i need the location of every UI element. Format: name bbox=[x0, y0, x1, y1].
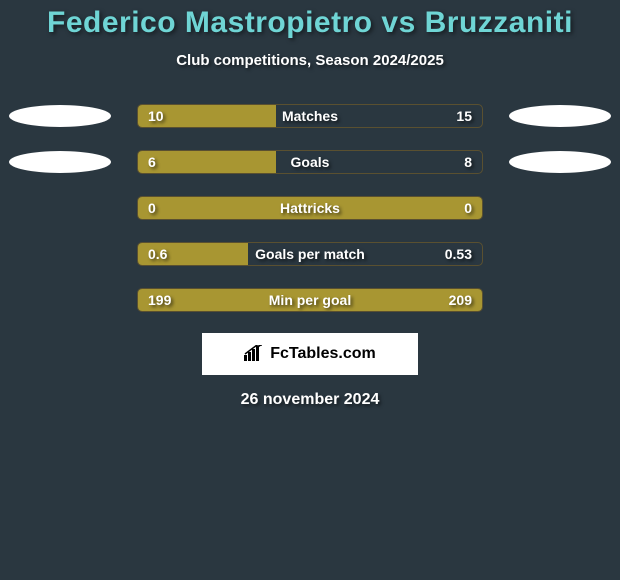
stat-row: Hattricks0 0 bbox=[0, 195, 620, 221]
stat-bar: Hattricks0 0 bbox=[137, 196, 483, 220]
stat-value-right: 0.53 bbox=[445, 246, 472, 262]
stat-label: Min per goal bbox=[138, 289, 482, 311]
page-title: Federico Mastropietro vs Bruzzaniti bbox=[0, 0, 620, 40]
stat-value-right: 0 bbox=[464, 200, 472, 216]
stat-label: Matches bbox=[138, 105, 482, 127]
stat-value-right: 209 bbox=[449, 292, 472, 308]
stat-value-left: 6 bbox=[148, 154, 156, 170]
chart-area: Matches10 15 Goals6 8 Hattricks0 0 Goals per m… bbox=[0, 103, 620, 313]
branding-text: FcTables.com bbox=[270, 345, 376, 363]
stat-bar: Goals per match0.6 0.53 bbox=[137, 242, 483, 266]
stat-row: Min per goal199 209 bbox=[0, 287, 620, 313]
stat-label: Goals per match bbox=[138, 243, 482, 265]
stat-row: Matches10 15 bbox=[0, 103, 620, 129]
comparison-infographic: Federico Mastropietro vs Bruzzaniti Club… bbox=[0, 0, 620, 580]
stat-value-left: 10 bbox=[148, 108, 164, 124]
stat-label: Hattricks bbox=[138, 197, 482, 219]
stat-value-right: 8 bbox=[464, 154, 472, 170]
date-label: 26 november 2024 bbox=[0, 391, 620, 409]
page-subtitle: Club competitions, Season 2024/2025 bbox=[0, 52, 620, 69]
stat-row: Goals per match0.6 0.53 bbox=[0, 241, 620, 267]
player-right-marker bbox=[509, 105, 611, 127]
stat-row: Goals6 8 bbox=[0, 149, 620, 175]
chart-icon bbox=[244, 345, 264, 363]
stat-value-left: 199 bbox=[148, 292, 171, 308]
branding-badge: FcTables.com bbox=[202, 333, 418, 375]
player-right-marker bbox=[509, 151, 611, 173]
stat-bar: Min per goal199 209 bbox=[137, 288, 483, 312]
stat-bar: Matches10 15 bbox=[137, 104, 483, 128]
stat-label: Goals bbox=[138, 151, 482, 173]
stat-value-left: 0 bbox=[148, 200, 156, 216]
player-left-marker bbox=[9, 151, 111, 173]
player-left-marker bbox=[9, 105, 111, 127]
stat-bar: Goals6 8 bbox=[137, 150, 483, 174]
stat-value-left: 0.6 bbox=[148, 246, 167, 262]
stat-value-right: 15 bbox=[456, 108, 472, 124]
